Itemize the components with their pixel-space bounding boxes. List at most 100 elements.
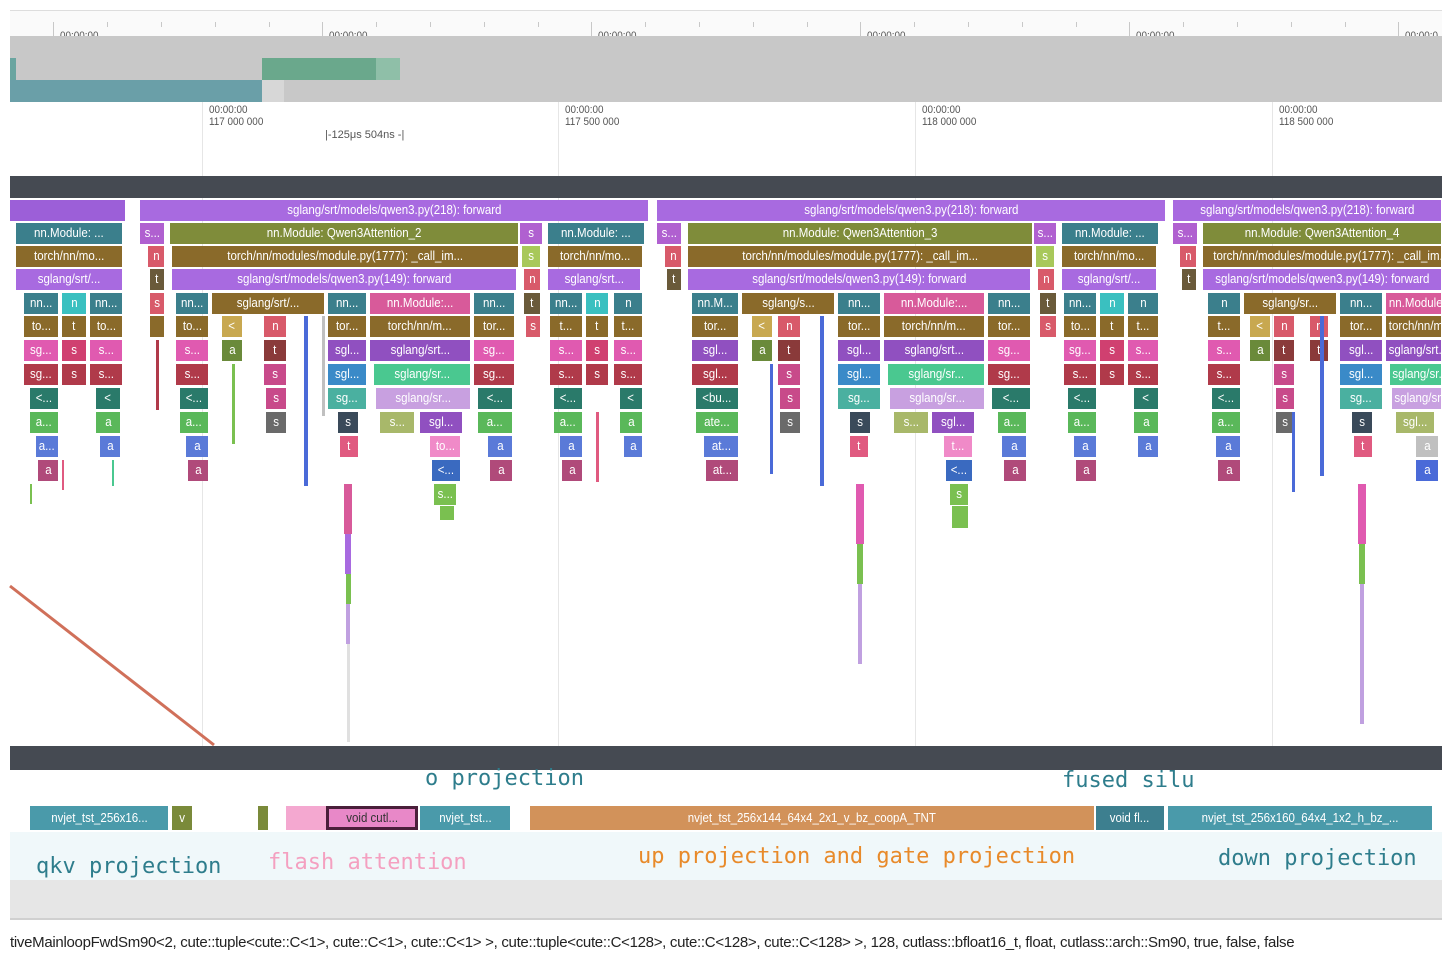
flame-slice[interactable]: sgl... (328, 340, 366, 361)
flame-slice[interactable]: sgl... (1396, 412, 1434, 433)
flame-slice[interactable]: sglang/sr... (1390, 364, 1441, 385)
flame-slice[interactable]: s... (614, 364, 642, 385)
flame-slice[interactable]: n (524, 269, 540, 290)
flame-slice[interactable]: tor... (1340, 316, 1382, 337)
flame-slice[interactable]: a... (1068, 412, 1096, 433)
flame-slice[interactable]: sgl... (838, 364, 880, 385)
flame-slice[interactable]: a (1134, 412, 1158, 433)
flame-slice[interactable]: to... (176, 316, 208, 337)
flame-slice[interactable]: sglang/srt/models/qwen3.py(149): forward (172, 269, 516, 290)
flame-slice[interactable]: sg... (1340, 388, 1382, 409)
flame-slice[interactable]: a (1002, 436, 1026, 457)
flame-slice[interactable]: t... (550, 316, 582, 337)
flame-slice[interactable]: < (1134, 388, 1158, 409)
flame-slice[interactable]: sglang/sr... (1244, 293, 1336, 314)
flame-slice[interactable]: nn... (474, 293, 514, 314)
flame-slice[interactable]: s... (1208, 340, 1240, 361)
flame-slice[interactable]: t (524, 293, 540, 314)
flame-slice[interactable]: n (1128, 293, 1158, 314)
flame-slice[interactable]: a (1416, 460, 1438, 481)
flame-slice[interactable]: n (264, 316, 286, 337)
flame-slice[interactable]: a (752, 340, 772, 361)
flame-slice[interactable]: s... (434, 484, 456, 505)
flame-slice[interactable]: <... (1212, 388, 1240, 409)
flame-slice[interactable]: t (264, 340, 286, 361)
flame-slice[interactable]: t (586, 316, 608, 337)
flame-slice[interactable]: a (488, 436, 512, 457)
flame-slice[interactable]: to... (90, 316, 122, 337)
flame-slice[interactable]: torch/nn/modules/module.py(1777): _call_… (172, 246, 518, 267)
flame-slice[interactable]: s (266, 388, 286, 409)
flame-slice[interactable]: sglang/s... (742, 293, 834, 314)
flame-slice[interactable]: sglang/srt/... (16, 269, 122, 290)
flame-slice[interactable]: tor... (692, 316, 738, 337)
flame-slice[interactable]: a (1004, 460, 1026, 481)
flame-slice[interactable]: s... (1173, 223, 1197, 244)
flame-slice[interactable]: at... (704, 436, 738, 457)
flame-slice[interactable]: s (780, 388, 800, 409)
track-header-bar[interactable] (10, 176, 1442, 198)
flame-slice[interactable]: nn.Module:... (884, 293, 984, 314)
flame-slice[interactable]: nn... (176, 293, 208, 314)
overview-timeline[interactable]: 00:00:00 00:00:00 00:00:00 00:00:00 00:0… (10, 10, 1442, 102)
flame-slice[interactable]: sg... (838, 388, 880, 409)
flame-slice[interactable]: to... (1064, 316, 1096, 337)
flame-slice[interactable]: s... (550, 340, 582, 361)
flame-slice[interactable]: < (1250, 316, 1270, 337)
flame-slice[interactable]: t (62, 316, 86, 337)
flame-slice[interactable]: n (778, 316, 800, 337)
flame-slice[interactable]: <... (30, 388, 58, 409)
flame-slice[interactable]: sg... (328, 388, 366, 409)
flame-slice[interactable]: a (562, 460, 582, 481)
kernel-slice[interactable] (258, 806, 268, 830)
flame-slice[interactable]: s (1352, 412, 1372, 433)
flame-slice[interactable]: sglang/srt... (1386, 340, 1441, 361)
flame-slice[interactable]: s (522, 246, 540, 267)
flame-slice[interactable]: sg... (24, 364, 58, 385)
flame-slice[interactable]: s (1276, 388, 1294, 409)
flame-slice[interactable]: a (1250, 340, 1270, 361)
flame-slice[interactable]: s (1036, 246, 1054, 267)
flame-slice[interactable]: tor... (988, 316, 1030, 337)
flame-slice[interactable]: torch/nn/modules/module.py(1777): _call_… (688, 246, 1032, 267)
flame-slice[interactable]: s (586, 364, 608, 385)
flame-slice[interactable]: t (667, 269, 681, 290)
flame-slice[interactable]: a (1216, 436, 1240, 457)
flame-slice[interactable]: < (222, 316, 242, 337)
flame-slice[interactable]: nn... (838, 293, 880, 314)
flame-slice[interactable]: sglang/sr... (888, 364, 984, 385)
flame-slice[interactable]: a (188, 460, 208, 481)
flame-slice[interactable]: sg... (988, 364, 1030, 385)
flame-slice[interactable]: nn... (550, 293, 582, 314)
kernel-slice[interactable]: nvjet_tst_256x16... (30, 806, 168, 830)
flame-slice[interactable]: s... (1208, 364, 1240, 385)
flame-slice[interactable]: t... (614, 316, 642, 337)
flame-slice[interactable]: s... (550, 364, 582, 385)
flame-slice[interactable]: <... (992, 388, 1030, 409)
flame-slice[interactable]: nn... (24, 293, 58, 314)
flame-slice[interactable]: s (850, 412, 870, 433)
flame-slice[interactable]: s (1274, 364, 1294, 385)
flame-slice[interactable]: sgl... (838, 340, 880, 361)
kernel-slice[interactable]: nvjet_tst_256x144_64x4_2x1_v_bz_coopA_TN… (530, 806, 1094, 830)
flame-slice[interactable]: n (1208, 293, 1240, 314)
flame-slice[interactable]: torch/nn/m... (1386, 316, 1441, 337)
flame-slice[interactable]: sglang/sr... (376, 388, 470, 409)
flame-slice[interactable]: torch/nn/mo... (16, 246, 122, 267)
flame-slice[interactable]: t (1040, 293, 1056, 314)
flame-slice[interactable]: t... (1128, 316, 1158, 337)
flame-slice[interactable]: sglang/srt... (884, 340, 984, 361)
flame-slice[interactable]: s... (90, 364, 122, 385)
flame-slice[interactable]: n (62, 293, 86, 314)
flame-slice[interactable]: torch/nn/m... (884, 316, 984, 337)
flame-slice[interactable]: n (148, 246, 164, 267)
flame-slice[interactable]: torch/nn/mo... (1062, 246, 1156, 267)
flame-slice[interactable]: s... (614, 340, 642, 361)
flame-slice[interactable]: a... (998, 412, 1026, 433)
flame-slice[interactable]: a (1074, 436, 1096, 457)
flame-slice[interactable]: sglang/sr... (1392, 388, 1441, 409)
flame-slice[interactable]: t (1274, 340, 1294, 361)
kernel-slice[interactable]: nvjet_tst... (420, 806, 510, 830)
flame-slice[interactable]: a (620, 412, 642, 433)
flame-slice[interactable]: at... (706, 460, 738, 481)
